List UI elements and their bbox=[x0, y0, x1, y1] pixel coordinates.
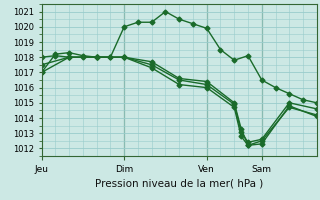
X-axis label: Pression niveau de la mer( hPa ): Pression niveau de la mer( hPa ) bbox=[95, 178, 263, 188]
